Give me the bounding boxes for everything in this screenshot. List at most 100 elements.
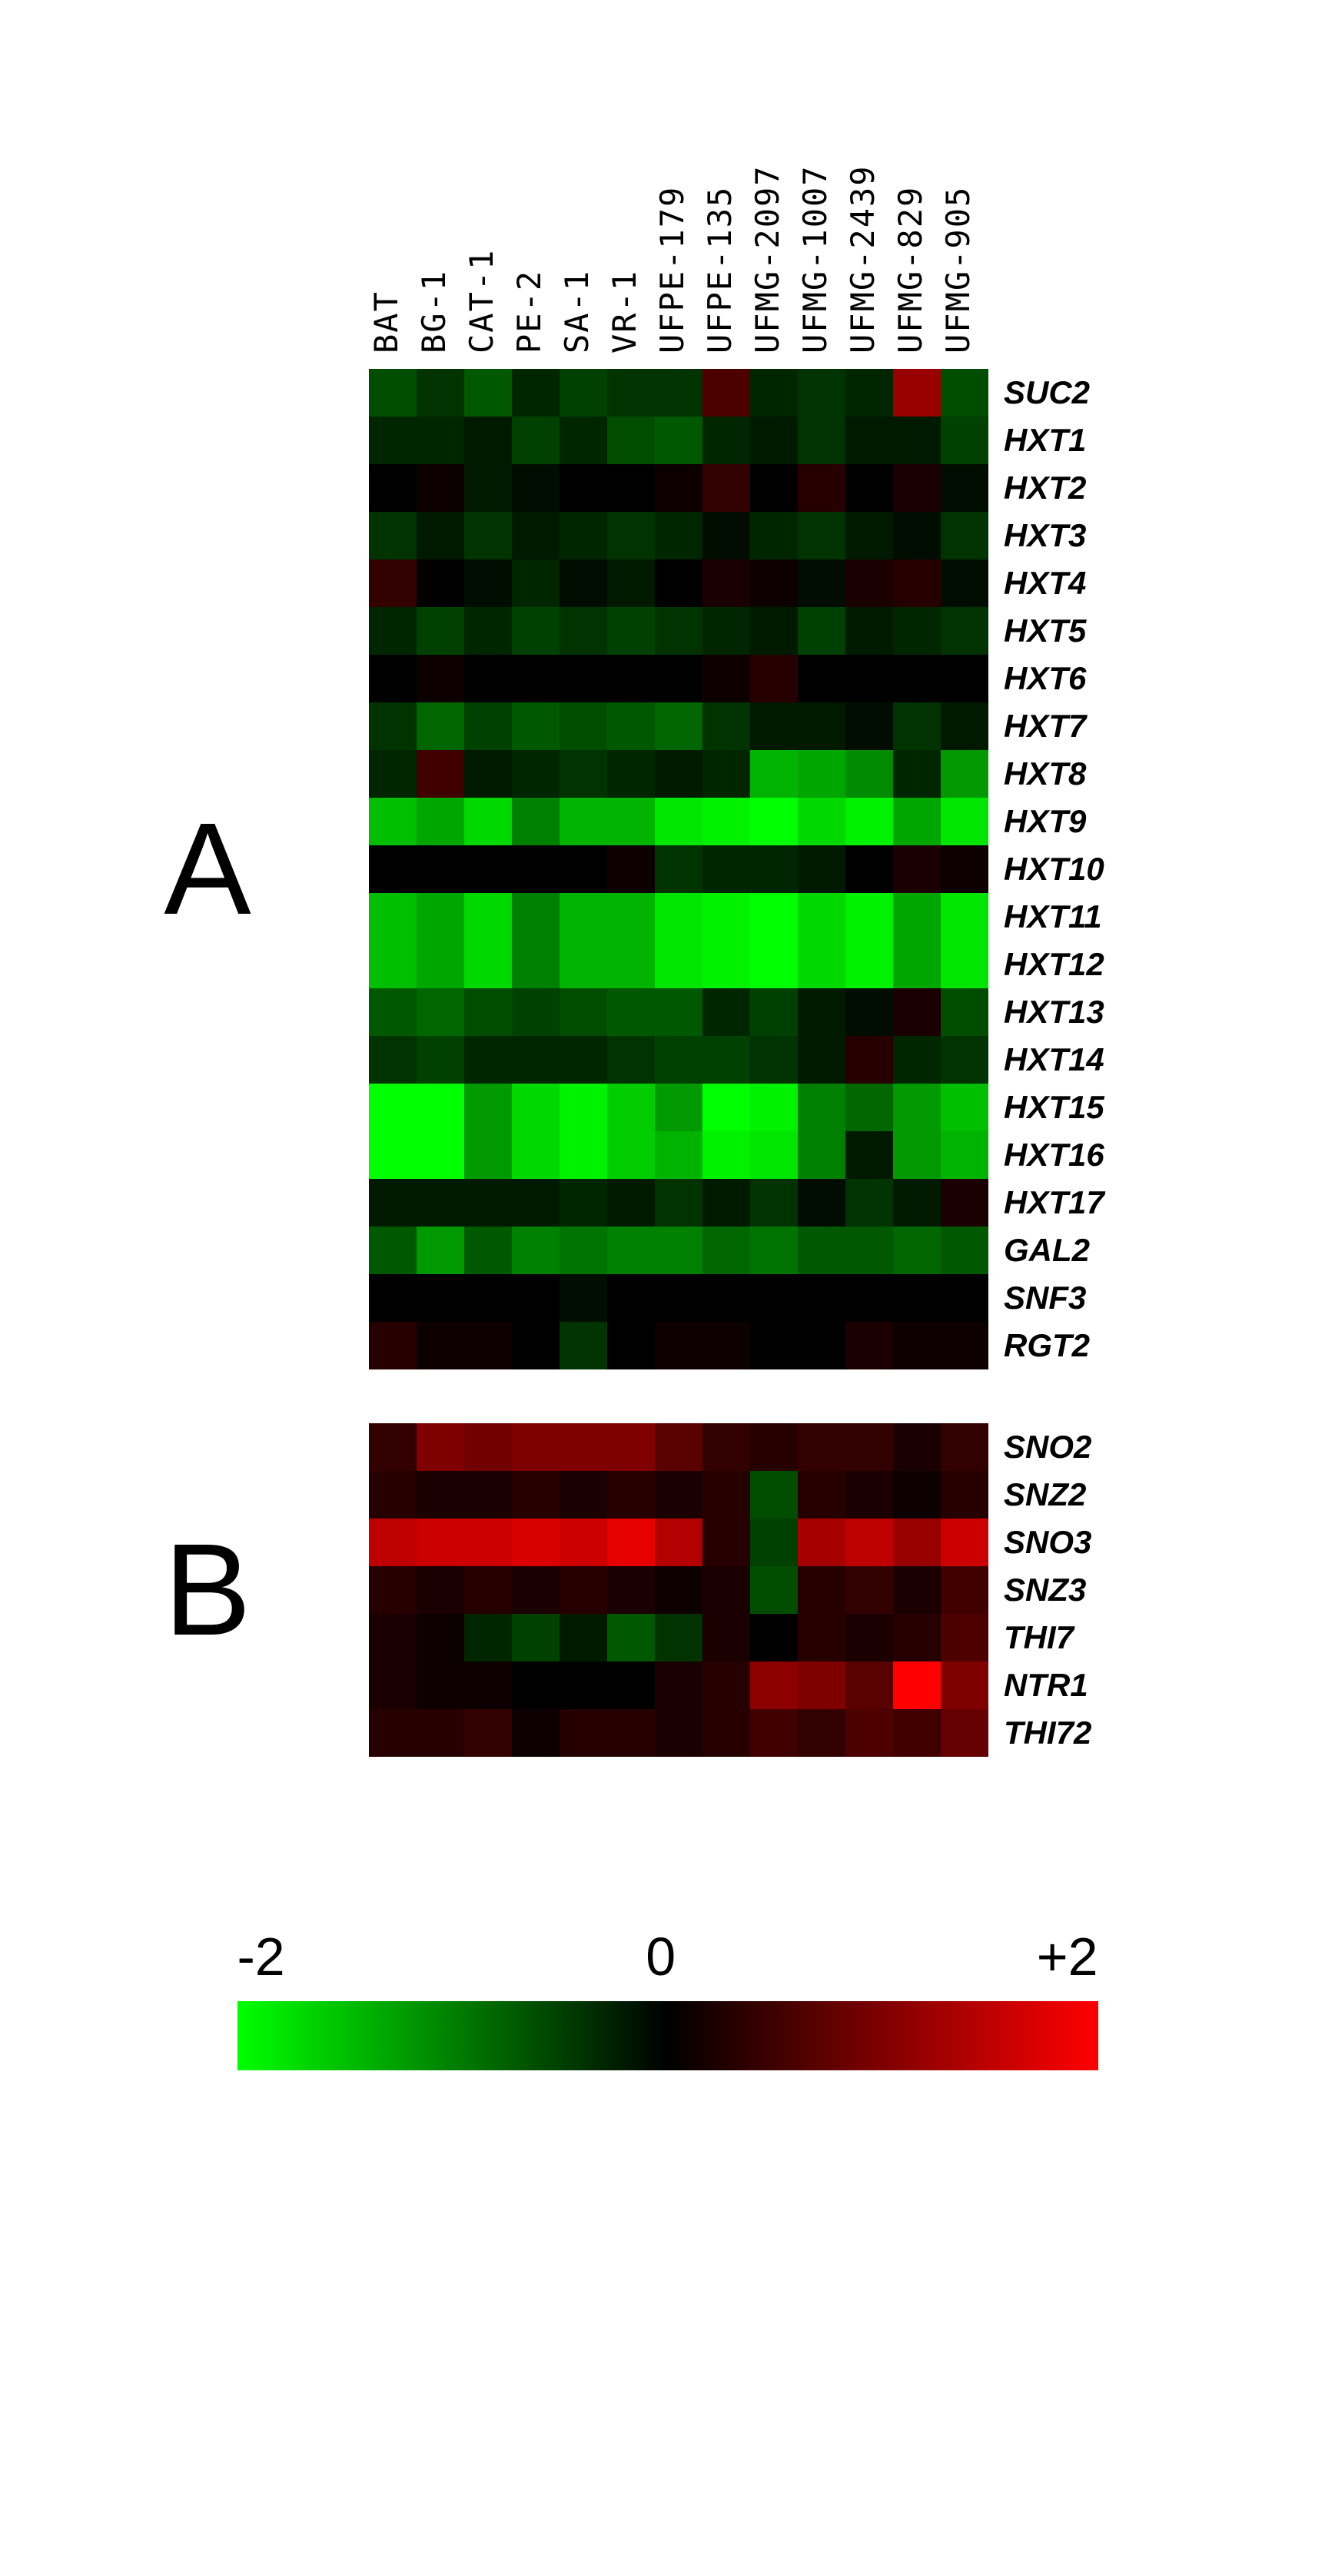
heatmap-cell	[750, 417, 798, 464]
heatmap-cell	[750, 464, 798, 512]
legend-gradient-bar	[237, 2001, 1098, 2070]
heatmap-cell	[941, 1519, 988, 1566]
heatmap-cell	[369, 941, 417, 988]
column-label: UFPE-179	[653, 186, 691, 354]
heatmap-cell	[702, 512, 750, 559]
heatmap-cell	[607, 417, 655, 464]
heatmap-cell	[941, 1614, 988, 1661]
heatmap-cell	[750, 750, 798, 798]
column-label: UFMG-2439	[844, 164, 882, 354]
heatmap-cell	[560, 798, 607, 845]
heatmap-cell	[845, 369, 893, 417]
heatmap-cell	[655, 845, 702, 893]
heatmap-cell	[893, 941, 941, 988]
heatmap-cell	[893, 1566, 941, 1614]
heatmap-cell	[607, 845, 655, 893]
heatmap-cell	[560, 1423, 607, 1471]
page: A BATBG-1CAT-1PE-2SA-1VR-1UFPE-179UFPE-1…	[0, 0, 1335, 2193]
heatmap-cell	[655, 1471, 702, 1519]
heatmap-cell	[417, 845, 464, 893]
heatmap-cell	[512, 512, 560, 559]
heatmap-cell	[702, 941, 750, 988]
heatmap-grid-b	[369, 1423, 988, 1757]
column-label: UFPE-135	[701, 186, 739, 354]
heatmap-cell	[798, 1614, 845, 1661]
heatmap-cell	[702, 369, 750, 417]
heatmap-cell	[893, 1471, 941, 1519]
heatmap-cell	[560, 464, 607, 512]
heatmap-cell	[798, 1709, 845, 1757]
heatmap-cell	[893, 988, 941, 1036]
heatmap-cell	[512, 1227, 560, 1274]
heatmap-cell	[464, 512, 512, 559]
heatmap-cell	[702, 1423, 750, 1471]
heatmap-cell	[798, 893, 845, 941]
heatmap-cell	[369, 512, 417, 559]
heatmap-cell	[417, 702, 464, 750]
heatmap-cell	[369, 893, 417, 941]
heatmap-cell	[369, 1227, 417, 1274]
row-label: THI7	[1004, 1614, 1091, 1661]
heatmap-cell	[655, 369, 702, 417]
heatmap-cell	[464, 1179, 512, 1227]
heatmap-cell	[417, 941, 464, 988]
heatmap-cell	[655, 607, 702, 655]
heatmap-cell	[560, 1322, 607, 1369]
heatmap-cell	[512, 1566, 560, 1614]
heatmap-cell	[845, 1709, 893, 1757]
heatmap-cell	[607, 1131, 655, 1179]
heatmap-cell	[845, 893, 893, 941]
figure-wrap: A BATBG-1CAT-1PE-2SA-1VR-1UFPE-179UFPE-1…	[0, 0, 1335, 2193]
heatmap-cell	[702, 750, 750, 798]
heatmap-cell	[607, 1709, 655, 1757]
heatmap-cell	[845, 988, 893, 1036]
heatmap-cell	[464, 1131, 512, 1179]
heatmap-cell	[893, 1423, 941, 1471]
heatmap-cell	[702, 1709, 750, 1757]
heatmap-cell	[893, 798, 941, 845]
heatmap-cell	[607, 702, 655, 750]
heatmap-cell	[417, 1131, 464, 1179]
heatmap-cell	[845, 655, 893, 702]
heatmap-cell	[464, 988, 512, 1036]
heatmap-cell	[845, 1227, 893, 1274]
heatmap-cell	[798, 702, 845, 750]
color-legend: -2 0 +2	[46, 1926, 1289, 2070]
row-label: RGT2	[1004, 1322, 1104, 1369]
heatmap-cell	[845, 1471, 893, 1519]
heatmap-cell	[512, 1274, 560, 1322]
heatmap-cell	[560, 750, 607, 798]
heatmap-cell	[845, 798, 893, 845]
heatmap-cell	[702, 1179, 750, 1227]
heatmap-cell	[655, 988, 702, 1036]
heatmap-cell	[607, 798, 655, 845]
heatmap-cell	[512, 988, 560, 1036]
row-label: HXT15	[1004, 1084, 1104, 1131]
heatmap-cell	[512, 655, 560, 702]
row-label: HXT6	[1004, 655, 1104, 702]
heatmap-cell	[560, 1227, 607, 1274]
heatmap-cell	[655, 512, 702, 559]
heatmap-cell	[750, 1274, 798, 1322]
heatmap-cell	[369, 1614, 417, 1661]
heatmap-cell	[417, 1227, 464, 1274]
column-label: CAT-1	[463, 249, 500, 354]
row-label: HXT4	[1004, 559, 1104, 607]
heatmap-cell	[655, 1322, 702, 1369]
heatmap-cell	[369, 559, 417, 607]
row-label: THI72	[1004, 1709, 1091, 1757]
heatmap-cell	[512, 369, 560, 417]
heatmap-cell	[417, 750, 464, 798]
heatmap-cell	[560, 893, 607, 941]
heatmap-cell	[750, 559, 798, 607]
heatmap-cell	[750, 1614, 798, 1661]
heatmap-cell	[702, 893, 750, 941]
heatmap-cell	[893, 1614, 941, 1661]
heatmap-cell	[464, 1227, 512, 1274]
heatmap-cell	[750, 1084, 798, 1131]
heatmap-cell	[750, 1227, 798, 1274]
heatmap-cell	[560, 559, 607, 607]
heatmap-cell	[464, 1084, 512, 1131]
heatmap-cell	[845, 559, 893, 607]
heatmap-cell	[798, 1274, 845, 1322]
